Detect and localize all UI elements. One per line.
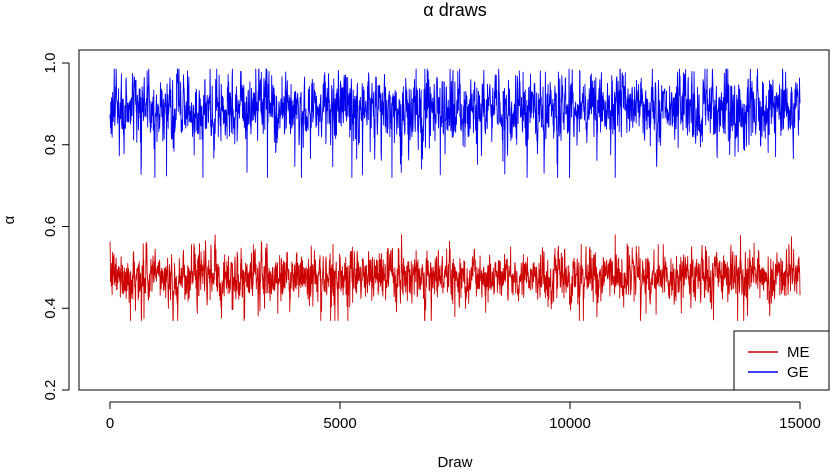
y-axis: 0.2 0.4 0.6 0.8 1.0 xyxy=(42,53,70,401)
y-tick-label: 0.4 xyxy=(42,298,59,319)
legend-box xyxy=(733,330,830,391)
legend-label-me: ME xyxy=(787,344,810,361)
x-tick-label: 15000 xyxy=(779,415,821,432)
y-axis-title: α xyxy=(1,215,18,224)
chart-title: α draws xyxy=(423,0,486,20)
x-axis-title: Draw xyxy=(437,454,472,471)
series-layer xyxy=(109,68,801,321)
y-tick-label: 0.8 xyxy=(42,134,59,155)
x-tick-label: 10000 xyxy=(549,415,591,432)
legend: ME GE xyxy=(733,330,830,391)
series-line-ge xyxy=(109,68,801,178)
y-tick-label: 0.2 xyxy=(42,380,59,401)
x-tick-label: 5000 xyxy=(323,415,356,432)
x-axis: 0 5000 10000 15000 xyxy=(106,401,821,432)
series-line-me xyxy=(109,234,801,321)
legend-label-ge: GE xyxy=(787,364,809,381)
x-tick-label: 0 xyxy=(106,415,114,432)
y-tick-label: 1.0 xyxy=(42,53,59,74)
plot-frame xyxy=(78,49,830,391)
y-tick-label: 0.6 xyxy=(42,216,59,237)
